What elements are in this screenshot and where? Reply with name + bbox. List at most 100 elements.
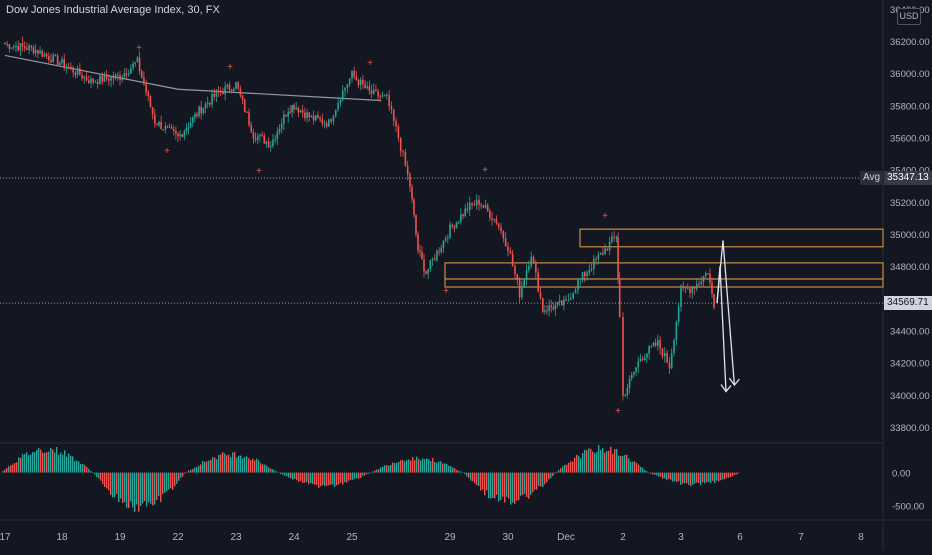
histogram-bar bbox=[242, 458, 244, 473]
candle-body bbox=[630, 374, 633, 379]
pivot-marker: + bbox=[136, 43, 142, 54]
candle-body bbox=[52, 54, 55, 63]
chart-title: Dow Jones Industrial Average Index, 30, … bbox=[6, 4, 220, 16]
candle-body bbox=[711, 282, 713, 295]
histogram-bar bbox=[692, 472, 694, 485]
histogram-bar bbox=[524, 472, 526, 494]
histogram-bar bbox=[696, 472, 698, 483]
candle-body bbox=[595, 258, 597, 260]
candle-body bbox=[123, 73, 126, 78]
candle-body bbox=[32, 47, 35, 54]
candle-body bbox=[702, 276, 705, 282]
candle-body bbox=[187, 127, 190, 129]
candle-body bbox=[317, 115, 319, 118]
histogram-bar bbox=[368, 472, 370, 474]
histogram-bar bbox=[544, 472, 546, 485]
histogram-bar bbox=[436, 462, 438, 473]
histogram-bar bbox=[328, 472, 330, 486]
histogram-bar bbox=[704, 472, 706, 484]
histogram-bar bbox=[18, 457, 20, 473]
candle-body bbox=[406, 165, 409, 175]
histogram-bar bbox=[212, 457, 214, 473]
histogram-bar bbox=[672, 472, 674, 482]
histogram-bar bbox=[496, 472, 498, 495]
candle-body bbox=[597, 254, 600, 260]
histogram-bar bbox=[632, 461, 634, 473]
histogram-bar bbox=[300, 472, 302, 481]
candle-body bbox=[63, 59, 66, 68]
candle-body bbox=[276, 132, 279, 140]
candle-body bbox=[241, 95, 244, 100]
candle-body bbox=[45, 54, 48, 56]
histogram-bar bbox=[206, 461, 208, 473]
histogram-bar bbox=[180, 472, 182, 478]
histogram-bar bbox=[644, 469, 646, 473]
histogram-bar bbox=[688, 472, 690, 485]
candle-body bbox=[160, 121, 162, 130]
histogram-bar bbox=[84, 464, 86, 473]
price-tick-label: 33800.00 bbox=[890, 423, 930, 434]
candle-body bbox=[8, 43, 11, 49]
candle-body bbox=[535, 262, 537, 273]
histogram-bar bbox=[74, 461, 76, 473]
candle-body bbox=[198, 106, 200, 117]
candle-body bbox=[421, 251, 423, 260]
candle-body bbox=[59, 62, 61, 65]
histogram-bar bbox=[108, 472, 110, 491]
candle-body bbox=[586, 272, 588, 277]
histogram-bar bbox=[372, 471, 374, 473]
histogram-bar bbox=[718, 472, 720, 482]
candle-body bbox=[250, 124, 253, 133]
candle-body bbox=[200, 106, 202, 114]
histogram-bar bbox=[314, 472, 316, 485]
price-tick-label: 35400.00 bbox=[890, 166, 930, 177]
candle-body bbox=[295, 107, 297, 110]
histogram-bar bbox=[102, 472, 104, 485]
histogram-bar bbox=[50, 447, 52, 473]
candle-body bbox=[707, 273, 709, 275]
histogram-bar bbox=[648, 472, 650, 474]
histogram-bar bbox=[124, 472, 126, 503]
histogram-bar bbox=[360, 472, 362, 478]
candle-body bbox=[263, 135, 266, 144]
avg-price-tag: 35347.13 bbox=[884, 171, 932, 186]
pivot-marker: + bbox=[164, 146, 170, 157]
candle-body bbox=[386, 94, 388, 96]
histogram-bar bbox=[520, 472, 522, 496]
currency-badge[interactable]: USD bbox=[897, 8, 921, 25]
histogram-bar bbox=[278, 472, 280, 474]
candle-body bbox=[613, 236, 615, 238]
histogram-bar bbox=[56, 447, 58, 473]
histogram-bar bbox=[724, 472, 726, 479]
supply-zone bbox=[579, 228, 884, 248]
histogram-bar bbox=[294, 472, 296, 479]
histogram-bar bbox=[638, 464, 640, 473]
histogram-bar bbox=[226, 455, 228, 473]
histogram-bar bbox=[452, 467, 454, 473]
histogram-bar bbox=[404, 461, 406, 473]
histogram-bar bbox=[480, 472, 482, 491]
candle-body bbox=[438, 251, 440, 253]
histogram-bar bbox=[264, 464, 266, 473]
candle-body bbox=[43, 54, 46, 57]
histogram-bar bbox=[536, 472, 538, 490]
pivot-marker: + bbox=[367, 58, 373, 69]
histogram-bar bbox=[166, 472, 168, 492]
candle-body bbox=[105, 75, 108, 79]
histogram-bar bbox=[146, 472, 148, 507]
histogram-bar bbox=[430, 461, 432, 473]
histogram-bar bbox=[616, 449, 618, 473]
candle-body bbox=[116, 74, 119, 76]
histogram-bar bbox=[330, 472, 332, 485]
candle-body bbox=[177, 133, 179, 137]
histogram-bar bbox=[454, 468, 456, 473]
histogram-bar bbox=[582, 452, 584, 473]
candle-body bbox=[478, 199, 480, 205]
candle-body bbox=[502, 231, 505, 239]
price-tick-label: 36200.00 bbox=[890, 37, 930, 48]
candle-body bbox=[417, 233, 419, 251]
histogram-bar bbox=[548, 472, 550, 480]
histogram-bar bbox=[270, 468, 272, 473]
histogram-bar bbox=[620, 455, 622, 473]
